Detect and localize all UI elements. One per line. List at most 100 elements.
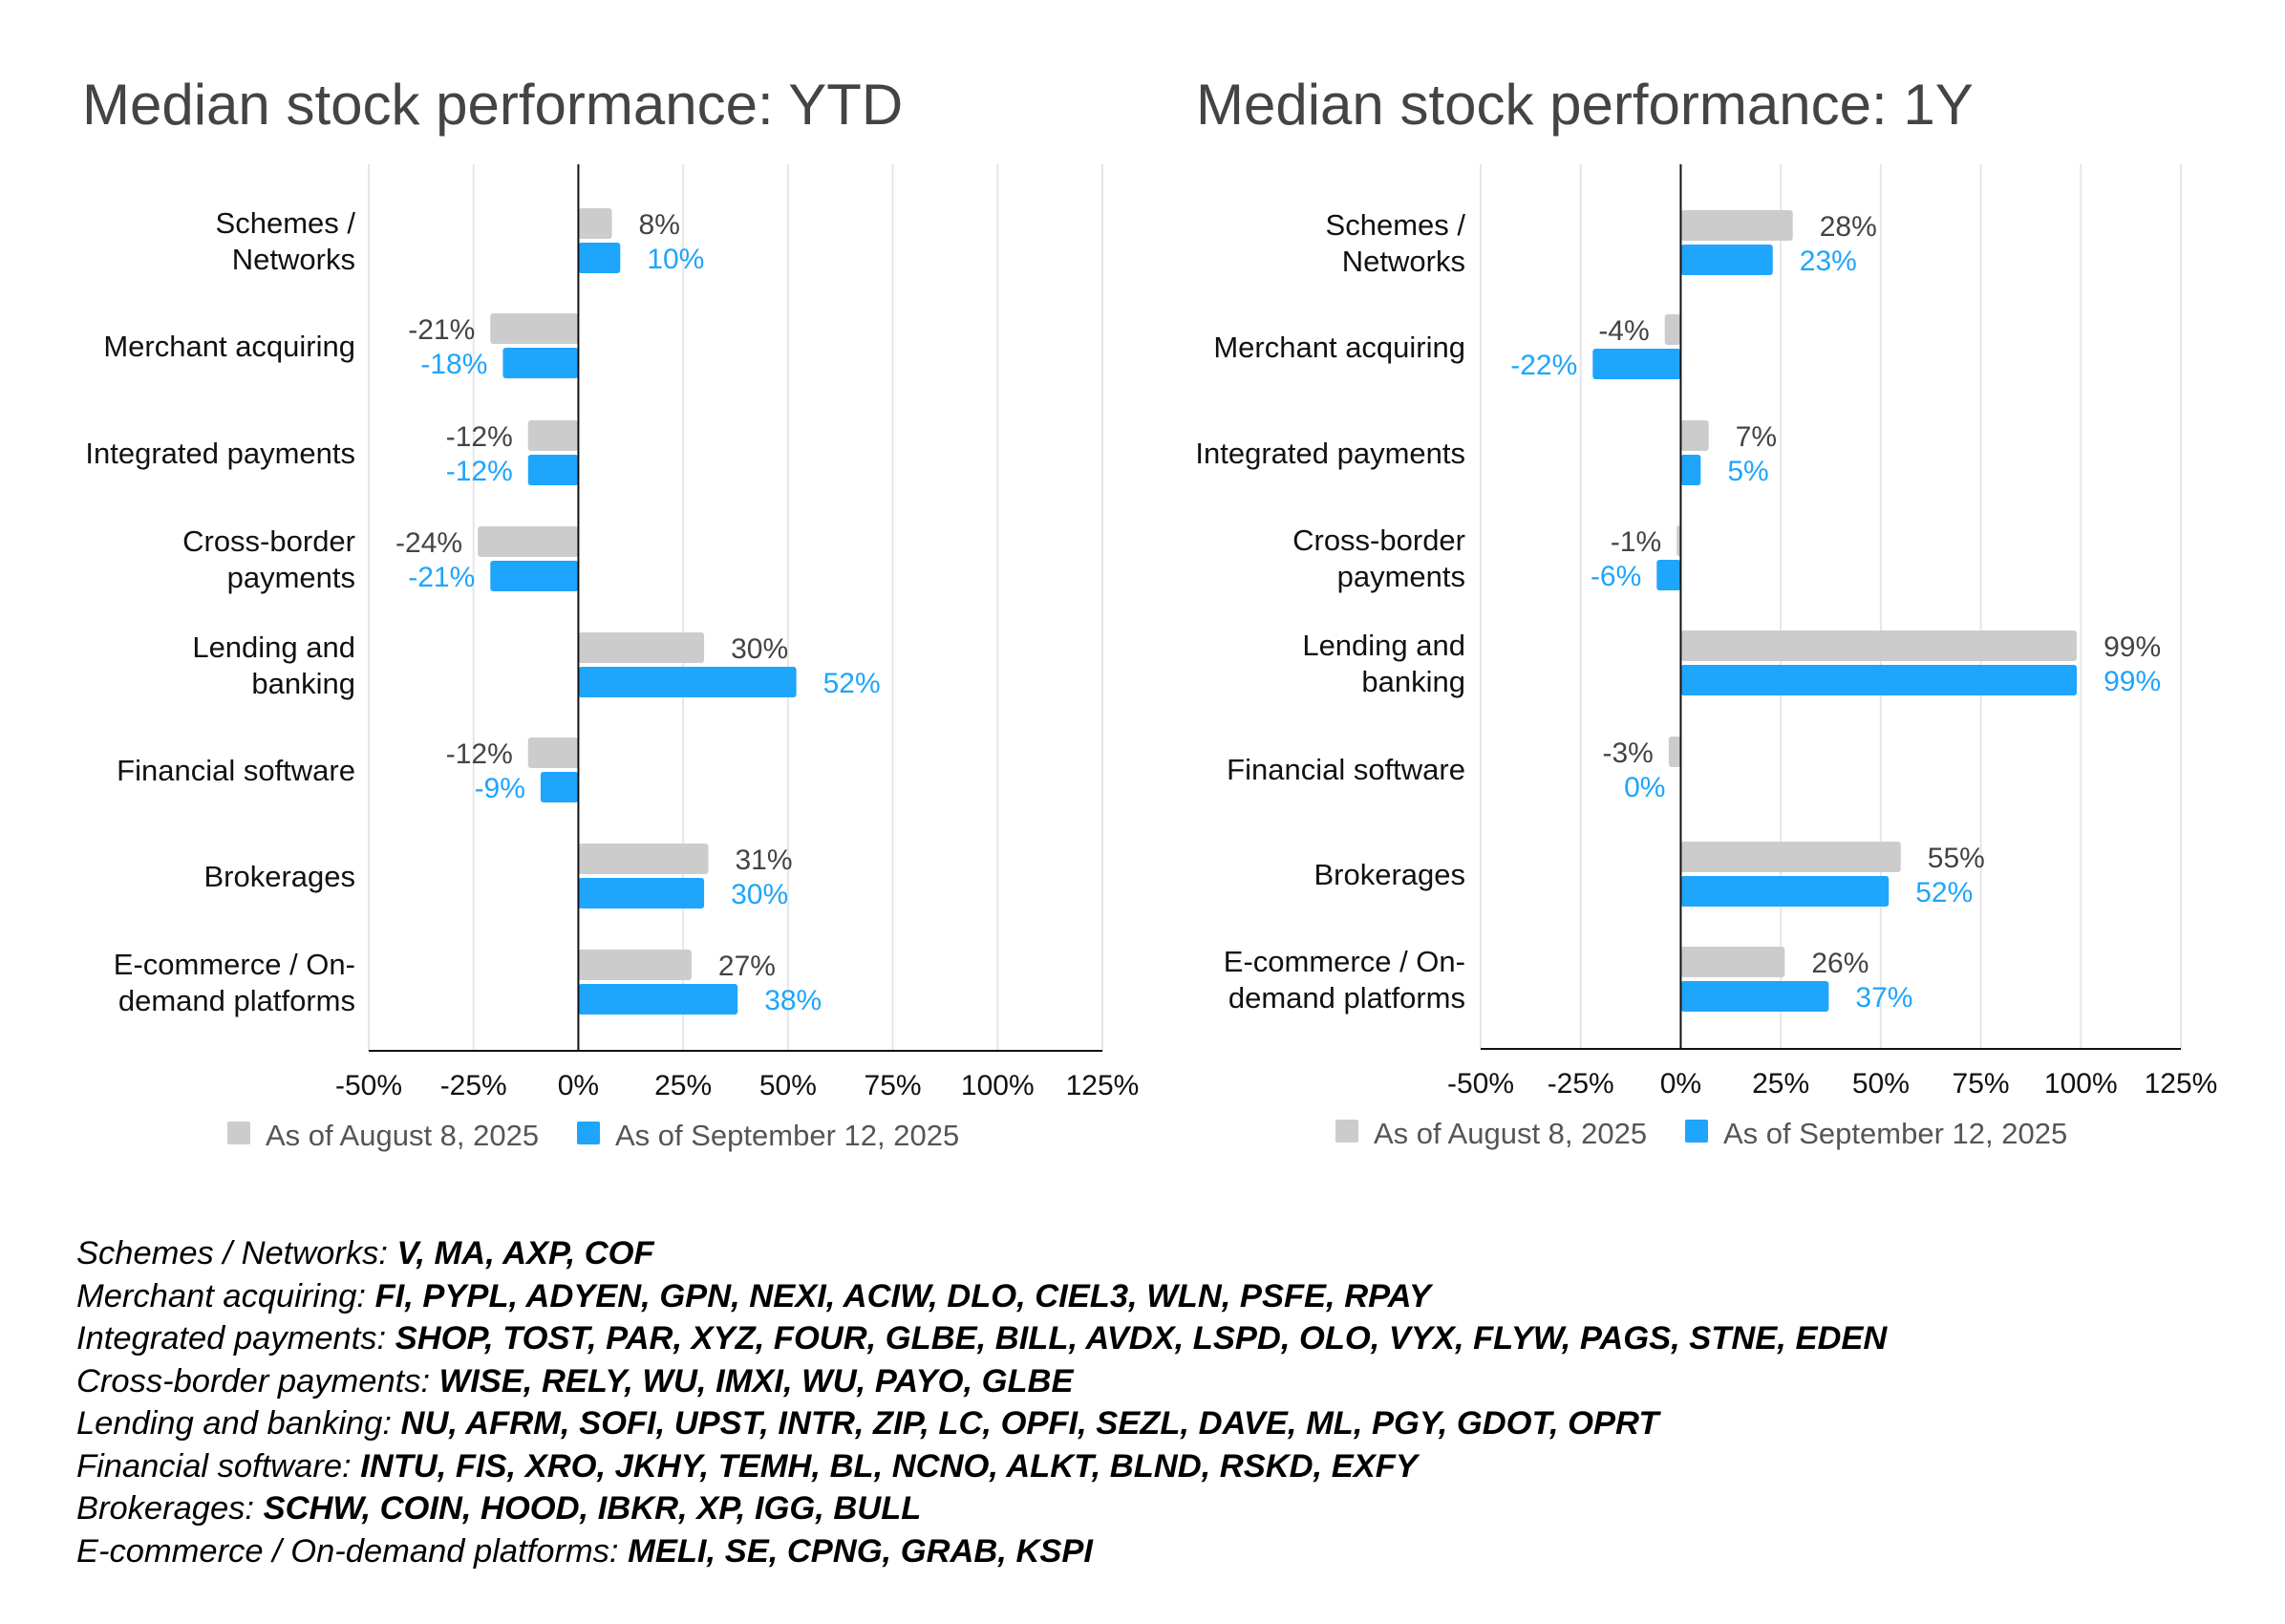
- footnote-tickers: FI, PYPL, ADYEN, GPN, NEXI, ACIW, DLO, C…: [374, 1277, 1431, 1314]
- legend-label: As of September 12, 2025: [615, 1119, 959, 1152]
- data-label: 52%: [1915, 877, 1973, 908]
- tick-label: 100%: [2044, 1068, 2118, 1100]
- bar-aug: [1668, 737, 1681, 767]
- category-label: Brokerages: [203, 860, 355, 893]
- bar-sep: [1680, 876, 1890, 907]
- data-label: 99%: [2103, 631, 2161, 663]
- category-label: demand platforms: [118, 984, 355, 1017]
- category-label: Merchant acquiring: [103, 330, 355, 363]
- bar-sep: [502, 348, 579, 378]
- legend-swatch-aug: [227, 1122, 250, 1144]
- tick-label: 75%: [1953, 1068, 2010, 1100]
- data-label: -4%: [1598, 315, 1649, 347]
- data-label: 26%: [1811, 948, 1869, 979]
- data-label: 99%: [2103, 666, 2161, 697]
- ticker-footnote: Schemes / Networks: V, MA, AXP, COF Merc…: [76, 1232, 1887, 1572]
- footnote-category: Cross-border payments:: [76, 1362, 439, 1400]
- category-label: demand platforms: [1228, 981, 1465, 1015]
- legend-label: As of August 8, 2025: [266, 1119, 539, 1152]
- tick-label: 50%: [759, 1070, 817, 1101]
- footnote-line: Schemes / Networks: V, MA, AXP, COF: [76, 1232, 1887, 1275]
- bar-sep: [527, 455, 579, 485]
- category-label: Merchant acquiring: [1213, 331, 1465, 364]
- bar-aug: [578, 844, 709, 874]
- data-label: 31%: [735, 844, 792, 876]
- category-label: payments: [1337, 560, 1465, 593]
- data-label: -18%: [420, 349, 487, 380]
- category-label: Schemes /: [216, 206, 356, 240]
- category-label: Brokerages: [1313, 858, 1465, 891]
- footnote-line: Lending and banking: NU, AFRM, SOFI, UPS…: [76, 1402, 1887, 1445]
- bar-aug: [1680, 842, 1901, 872]
- bar-sep: [540, 772, 579, 802]
- bar-aug: [578, 950, 692, 980]
- category-label: Cross-border: [1292, 524, 1465, 557]
- footnote-category: E-commerce / On-demand platforms:: [76, 1532, 629, 1570]
- legend-swatch-aug: [1335, 1120, 1358, 1143]
- bar-aug: [527, 737, 579, 768]
- chart-title: Median stock performance: 1Y: [1196, 73, 1974, 137]
- bar-aug: [1680, 947, 1785, 977]
- tick-label: 100%: [961, 1070, 1035, 1101]
- data-label: -21%: [408, 562, 475, 593]
- tick-label: 125%: [1066, 1070, 1140, 1101]
- bar-aug: [1676, 525, 1681, 556]
- footnote-tickers: MELI, SE, CPNG, GRAB, KSPI: [628, 1532, 1094, 1570]
- data-label: -24%: [395, 527, 462, 559]
- chart-title: Median stock performance: YTD: [82, 73, 903, 137]
- data-label: -12%: [446, 421, 513, 453]
- data-label: 30%: [731, 633, 788, 665]
- bar-aug: [1680, 210, 1793, 241]
- bar-sep: [1680, 245, 1773, 275]
- tick-label: 25%: [654, 1070, 712, 1101]
- footnote-category: Integrated payments:: [76, 1320, 395, 1357]
- tick-label: 75%: [865, 1070, 922, 1101]
- bar-sep: [1680, 455, 1701, 485]
- tick-label: 125%: [2145, 1068, 2218, 1100]
- bar-aug: [490, 313, 579, 344]
- category-label: E-commerce / On-: [114, 948, 355, 981]
- bar-aug: [578, 208, 612, 239]
- footnote-category: Merchant acquiring:: [76, 1277, 375, 1314]
- data-label: -9%: [475, 773, 525, 804]
- tick-label: 0%: [1660, 1068, 1701, 1100]
- category-label: Financial software: [1227, 753, 1465, 786]
- footnote-tickers: WISE, RELY, WU, IMXI, WU, PAYO, GLBE: [438, 1362, 1074, 1400]
- legend-swatch-sep: [577, 1122, 600, 1144]
- footnote-category: Brokerages:: [76, 1490, 264, 1527]
- category-label: Networks: [1342, 245, 1465, 278]
- category-label: banking: [1361, 665, 1465, 698]
- footnote-tickers: NU, AFRM, SOFI, UPST, INTR, ZIP, LC, OPF…: [400, 1405, 1659, 1442]
- bar-sep: [1680, 665, 2078, 695]
- data-label: 23%: [1800, 246, 1857, 277]
- bar-aug: [1664, 314, 1681, 345]
- bar-aug: [578, 632, 705, 663]
- category-label: Schemes /: [1326, 208, 1466, 242]
- bar-sep: [578, 878, 705, 908]
- data-label: -21%: [408, 314, 475, 346]
- bar-sep: [1680, 981, 1829, 1012]
- data-label: -22%: [1510, 350, 1577, 381]
- footnote-category: Lending and banking:: [76, 1405, 401, 1442]
- category-label: Integrated payments: [85, 437, 355, 470]
- data-label: -12%: [446, 738, 513, 770]
- category-label: Cross-border: [182, 524, 355, 558]
- footnote-category: Financial software:: [76, 1447, 361, 1485]
- footnote-tickers: SCHW, COIN, HOOD, IBKR, XP, IGG, BULL: [263, 1490, 922, 1527]
- legend-label: As of September 12, 2025: [1723, 1117, 2067, 1150]
- footnote-tickers: SHOP, TOST, PAR, XYZ, FOUR, GLBE, BILL, …: [395, 1320, 1888, 1357]
- footnote-line: Integrated payments: SHOP, TOST, PAR, XY…: [76, 1317, 1887, 1360]
- footnote-line: E-commerce / On-demand platforms: MELI, …: [76, 1530, 1887, 1573]
- tick-label: 0%: [558, 1070, 599, 1101]
- footnote-line: Cross-border payments: WISE, RELY, WU, I…: [76, 1360, 1887, 1403]
- data-label: 7%: [1736, 421, 1777, 453]
- category-label: Integrated payments: [1195, 437, 1465, 470]
- data-label: 10%: [647, 244, 704, 275]
- data-label: 28%: [1820, 211, 1877, 243]
- data-label: 37%: [1855, 982, 1912, 1014]
- category-label: Financial software: [117, 754, 355, 787]
- bar-aug: [1680, 420, 1709, 451]
- legend-swatch-sep: [1685, 1120, 1708, 1143]
- data-label: 5%: [1727, 456, 1768, 487]
- 1y-chart-svg: Median stock performance: 1Y Schemes /Net…: [1195, 73, 2218, 1150]
